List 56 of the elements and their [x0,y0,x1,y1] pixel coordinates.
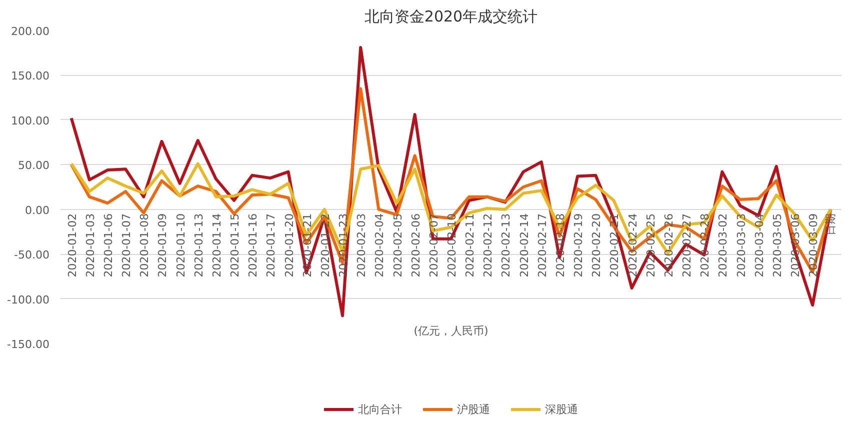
x-tick-label: 2020-01-10 [174,213,188,278]
legend-label: 沪股通 [457,402,490,416]
x-tick-label: 2020-01-23 [337,213,350,278]
x-tick-label: 2020-02-14 [518,213,531,278]
y-tick-label: -150.00 [7,338,50,351]
x-tick-label: 2020-02-28 [698,213,712,278]
x-tick-label: 2020-01-09 [156,213,170,278]
x-tick-label: 2020-01-03 [84,213,97,278]
y-tick-label: -50.00 [14,248,50,262]
x-tick-label: 2020-02-18 [554,213,567,278]
x-tick-label: 2020-02-13 [500,213,513,278]
x-tick-label: 2020-02-19 [572,213,586,278]
x-tick-label: 2020-02-24 [626,213,640,278]
x-tick-label: 2020-01-07 [120,213,134,278]
x-tick-label: 2020-01-20 [282,213,296,278]
y-tick-label: -100.00 [7,293,50,306]
annotation: (亿元，人民币) [414,324,488,338]
x-tick-label: 2020-01-06 [102,213,116,278]
x-tick-label: 日期 [824,213,838,236]
x-tick-label: 2020-01-14 [210,213,224,278]
x-tick-label: 2020-01-02 [66,213,79,278]
x-tick-label: 2020-01-15 [228,213,242,278]
y-tick-label: 100.00 [11,114,50,128]
x-tick-label: 2020-03-09 [807,213,820,278]
y-tick-label: 150.00 [11,70,50,83]
x-tick-label: 2020-01-08 [138,213,152,278]
x-tick-label: 2020-02-17 [536,213,549,278]
x-tick-label: 2020-02-04 [373,213,386,278]
x-tick-label: 2020-03-04 [752,213,766,278]
x-tick-label: 2020-02-21 [608,213,622,278]
x-tick-label: 2020-02-06 [409,213,422,278]
x-tick-label: 2020-02-26 [662,213,676,278]
x-tick-label: 2020-01-21 [300,213,314,278]
x-tick-label: 2020-02-12 [482,213,495,278]
x-tick-label: 2020-01-22 [318,213,332,278]
y-tick-label: 200.00 [11,25,50,38]
legend-label: 北向合计 [358,402,402,416]
x-tick-label: 2020-01-16 [246,213,260,278]
legend-label: 深股通 [545,402,578,416]
x-tick-label: 2020-02-11 [464,213,477,278]
x-tick-label: 2020-03-03 [734,213,748,278]
x-tick-label: 2020-02-03 [355,213,368,278]
x-tick-label: 2020-03-05 [770,213,784,278]
x-tick-label: 2020-02-27 [680,213,694,278]
y-tick-label: 50.00 [18,159,50,172]
x-tick-label: 2020-01-17 [264,213,278,278]
x-tick-label: 2020-02-25 [644,213,658,278]
x-tick-label: 2020-02-20 [590,213,604,278]
x-tick-label: 2020-03-06 [788,213,802,278]
x-tick-label: 2020-01-13 [192,213,206,278]
x-tick-label: 2020-02-07 [427,213,440,278]
y-tick-label: 0.00 [25,204,50,217]
x-tick-label: 2020-02-05 [391,213,404,278]
chart-title: 北向资金2020年成交统计 [364,8,538,26]
x-tick-label: 2020-02-10 [446,213,458,278]
x-tick-label: 2020-03-02 [716,213,730,278]
